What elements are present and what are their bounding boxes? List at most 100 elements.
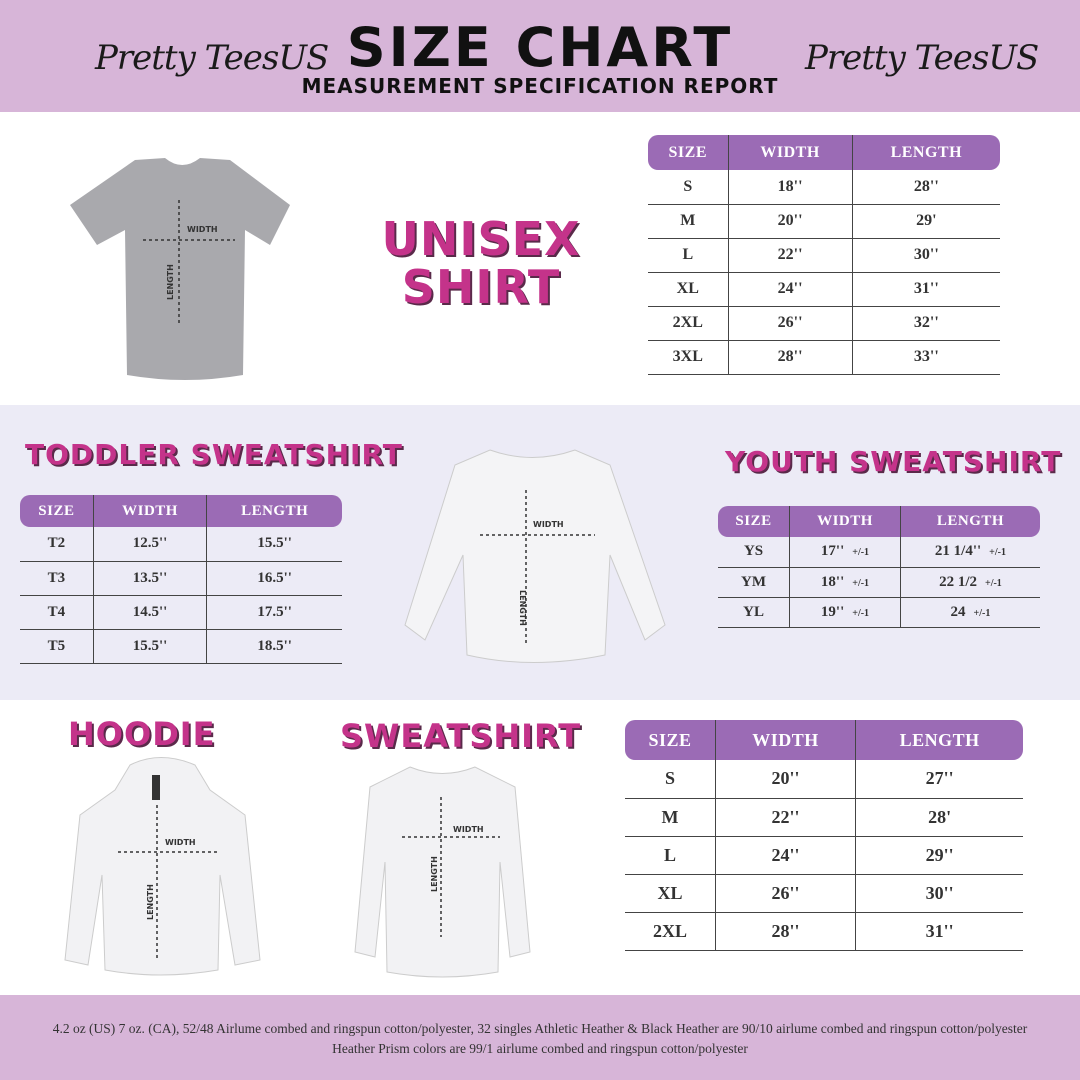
cell-value: 24''	[771, 844, 800, 865]
table-row: YM 18'' +/-1 22 1/2 +/-1	[718, 567, 1040, 598]
column-header: LENGTH	[855, 720, 1023, 760]
fabric-info-text: 4.2 oz (US) 7 oz. (CA), 52/48 Airlume co…	[52, 1021, 1028, 1056]
tolerance: +/-1	[985, 577, 1002, 589]
cell-value: 28'	[928, 806, 952, 827]
table-row: XL 26'' 30''	[625, 874, 1023, 913]
column-header: WIDTH	[714, 720, 856, 760]
header-banner: Pretty TeesUS Pretty TeesUS SIZE CHART M…	[0, 0, 1080, 112]
column-header: SIZE	[625, 720, 716, 760]
table-row: 3XL 28'' 33''	[648, 340, 1000, 375]
cell-value: 24''	[777, 280, 803, 297]
youth-title: YOUTH SWEATSHIRT	[725, 445, 1062, 478]
table-cell: S	[648, 170, 729, 205]
column-header: WIDTH	[727, 135, 853, 170]
cell-value: 2XL	[672, 314, 703, 331]
cell-value: L	[682, 246, 694, 263]
cell-value: 16.5''	[257, 569, 292, 586]
table-cell: YL	[718, 597, 790, 628]
table-cell: 24''	[714, 836, 856, 875]
table-cell: YS	[718, 537, 790, 568]
tolerance: +/-1	[973, 607, 991, 619]
table-cell: L	[648, 238, 729, 273]
unisex-title-line2: SHIRT	[401, 260, 561, 315]
hoodie-illustration: WIDTH LENGTH	[64, 757, 261, 976]
table-cell: 18.5''	[206, 629, 342, 664]
brand-logo-right: Pretty TeesUS	[805, 38, 1039, 78]
cell-value: 31''	[913, 280, 939, 297]
sweatshirt-size-table: SIZE WIDTH LENGTH S 20'' 27'' M 22'' 28' L 24'' 29'…	[625, 720, 1023, 951]
table-row: T4 14.5'' 17.5''	[20, 595, 342, 630]
table-cell: L	[625, 836, 716, 875]
toddler-title: TODDLER SWEATSHIRT	[25, 438, 403, 471]
table-cell: 20''	[727, 204, 853, 239]
cell-value: 15.5''	[132, 637, 168, 654]
table-cell: T5	[20, 629, 94, 664]
cell-value: 26''	[777, 314, 803, 331]
cell-value: T2	[47, 535, 66, 552]
table-row: T3 13.5'' 16.5''	[20, 561, 342, 596]
table-row: S 20'' 27''	[625, 760, 1023, 799]
table-header-row: SIZE WIDTH LENGTH	[625, 720, 1023, 760]
table-cell: 19'' +/-1	[789, 597, 901, 628]
table-cell: 30''	[855, 874, 1023, 913]
table-cell: 29'	[851, 204, 1000, 239]
table-cell: 29''	[855, 836, 1023, 875]
tshirt-illustration: WIDTH LENGTH	[70, 158, 290, 380]
cell-value: 15.5''	[257, 535, 292, 552]
table-cell: 22''	[714, 798, 856, 837]
table-cell: 24''	[727, 272, 853, 307]
table-cell: 31''	[855, 912, 1023, 951]
column-header: LENGTH	[899, 506, 1040, 537]
page-title: SIZE CHART	[346, 16, 734, 79]
cell-value: 29'	[916, 212, 937, 229]
cell-value: 17''	[820, 543, 845, 560]
table-cell: 31''	[851, 272, 1000, 307]
table-cell: 15.5''	[92, 629, 207, 664]
table-cell: 33''	[851, 340, 1000, 375]
cell-value: 30''	[913, 246, 939, 263]
cell-value: 22 1/2	[939, 573, 977, 590]
cell-value: S	[664, 768, 675, 789]
fabric-info-footer: 4.2 oz (US) 7 oz. (CA), 52/48 Airlume co…	[0, 995, 1080, 1080]
table-row: YL 19'' +/-1 24 +/-1	[718, 597, 1040, 628]
tolerance: +/-1	[852, 547, 870, 559]
cell-value: 22''	[777, 246, 803, 263]
column-header: WIDTH	[92, 495, 207, 527]
table-cell: 17'' +/-1	[789, 537, 901, 568]
brand-logo-left: Pretty TeesUS	[95, 38, 329, 78]
cell-value: XL	[657, 882, 683, 903]
unisex-title-line1: UNISEX	[381, 212, 581, 266]
cell-value: 18''	[820, 573, 845, 590]
cell-value: 20''	[777, 212, 803, 229]
cell-value: 21 1/4''	[934, 543, 982, 560]
table-cell: 22''	[727, 238, 853, 273]
cell-value: 28''	[777, 348, 803, 365]
table-row: XL 24'' 31''	[648, 272, 1000, 307]
length-label: LENGTH	[166, 264, 175, 300]
cell-value: 27''	[925, 768, 954, 789]
cell-value: 26''	[771, 882, 800, 903]
table-cell: 3XL	[648, 340, 729, 375]
table-cell: 26''	[714, 874, 856, 913]
table-cell: 2XL	[625, 912, 716, 951]
length-label: LENGTH	[430, 856, 439, 892]
cell-value: XL	[676, 280, 699, 297]
column-header: LENGTH	[851, 135, 1000, 170]
table-row: YS 17'' +/-1 21 1/4'' +/-1	[718, 537, 1040, 568]
cell-value: T5	[47, 637, 66, 654]
cell-value: M	[680, 212, 696, 229]
table-cell: S	[625, 760, 716, 799]
table-row: 2XL 28'' 31''	[625, 912, 1023, 951]
column-header: SIZE	[718, 506, 790, 537]
table-cell: XL	[625, 874, 716, 913]
table-row: 2XL 26'' 32''	[648, 306, 1000, 341]
table-cell: T3	[20, 561, 94, 596]
table-cell: 16.5''	[206, 561, 342, 596]
table-cell: 32''	[851, 306, 1000, 341]
length-label: LENGTH	[146, 884, 155, 920]
page-subtitle: MEASUREMENT SPECIFICATION REPORT	[301, 74, 779, 98]
cell-value: 12.5''	[132, 535, 168, 552]
unisex-size-table: SIZE WIDTH LENGTH S 18'' 28'' M 20'' 29' L 22'' 30'…	[648, 135, 1000, 375]
table-cell: 24 +/-1	[899, 597, 1040, 628]
cell-value: L	[663, 844, 676, 865]
